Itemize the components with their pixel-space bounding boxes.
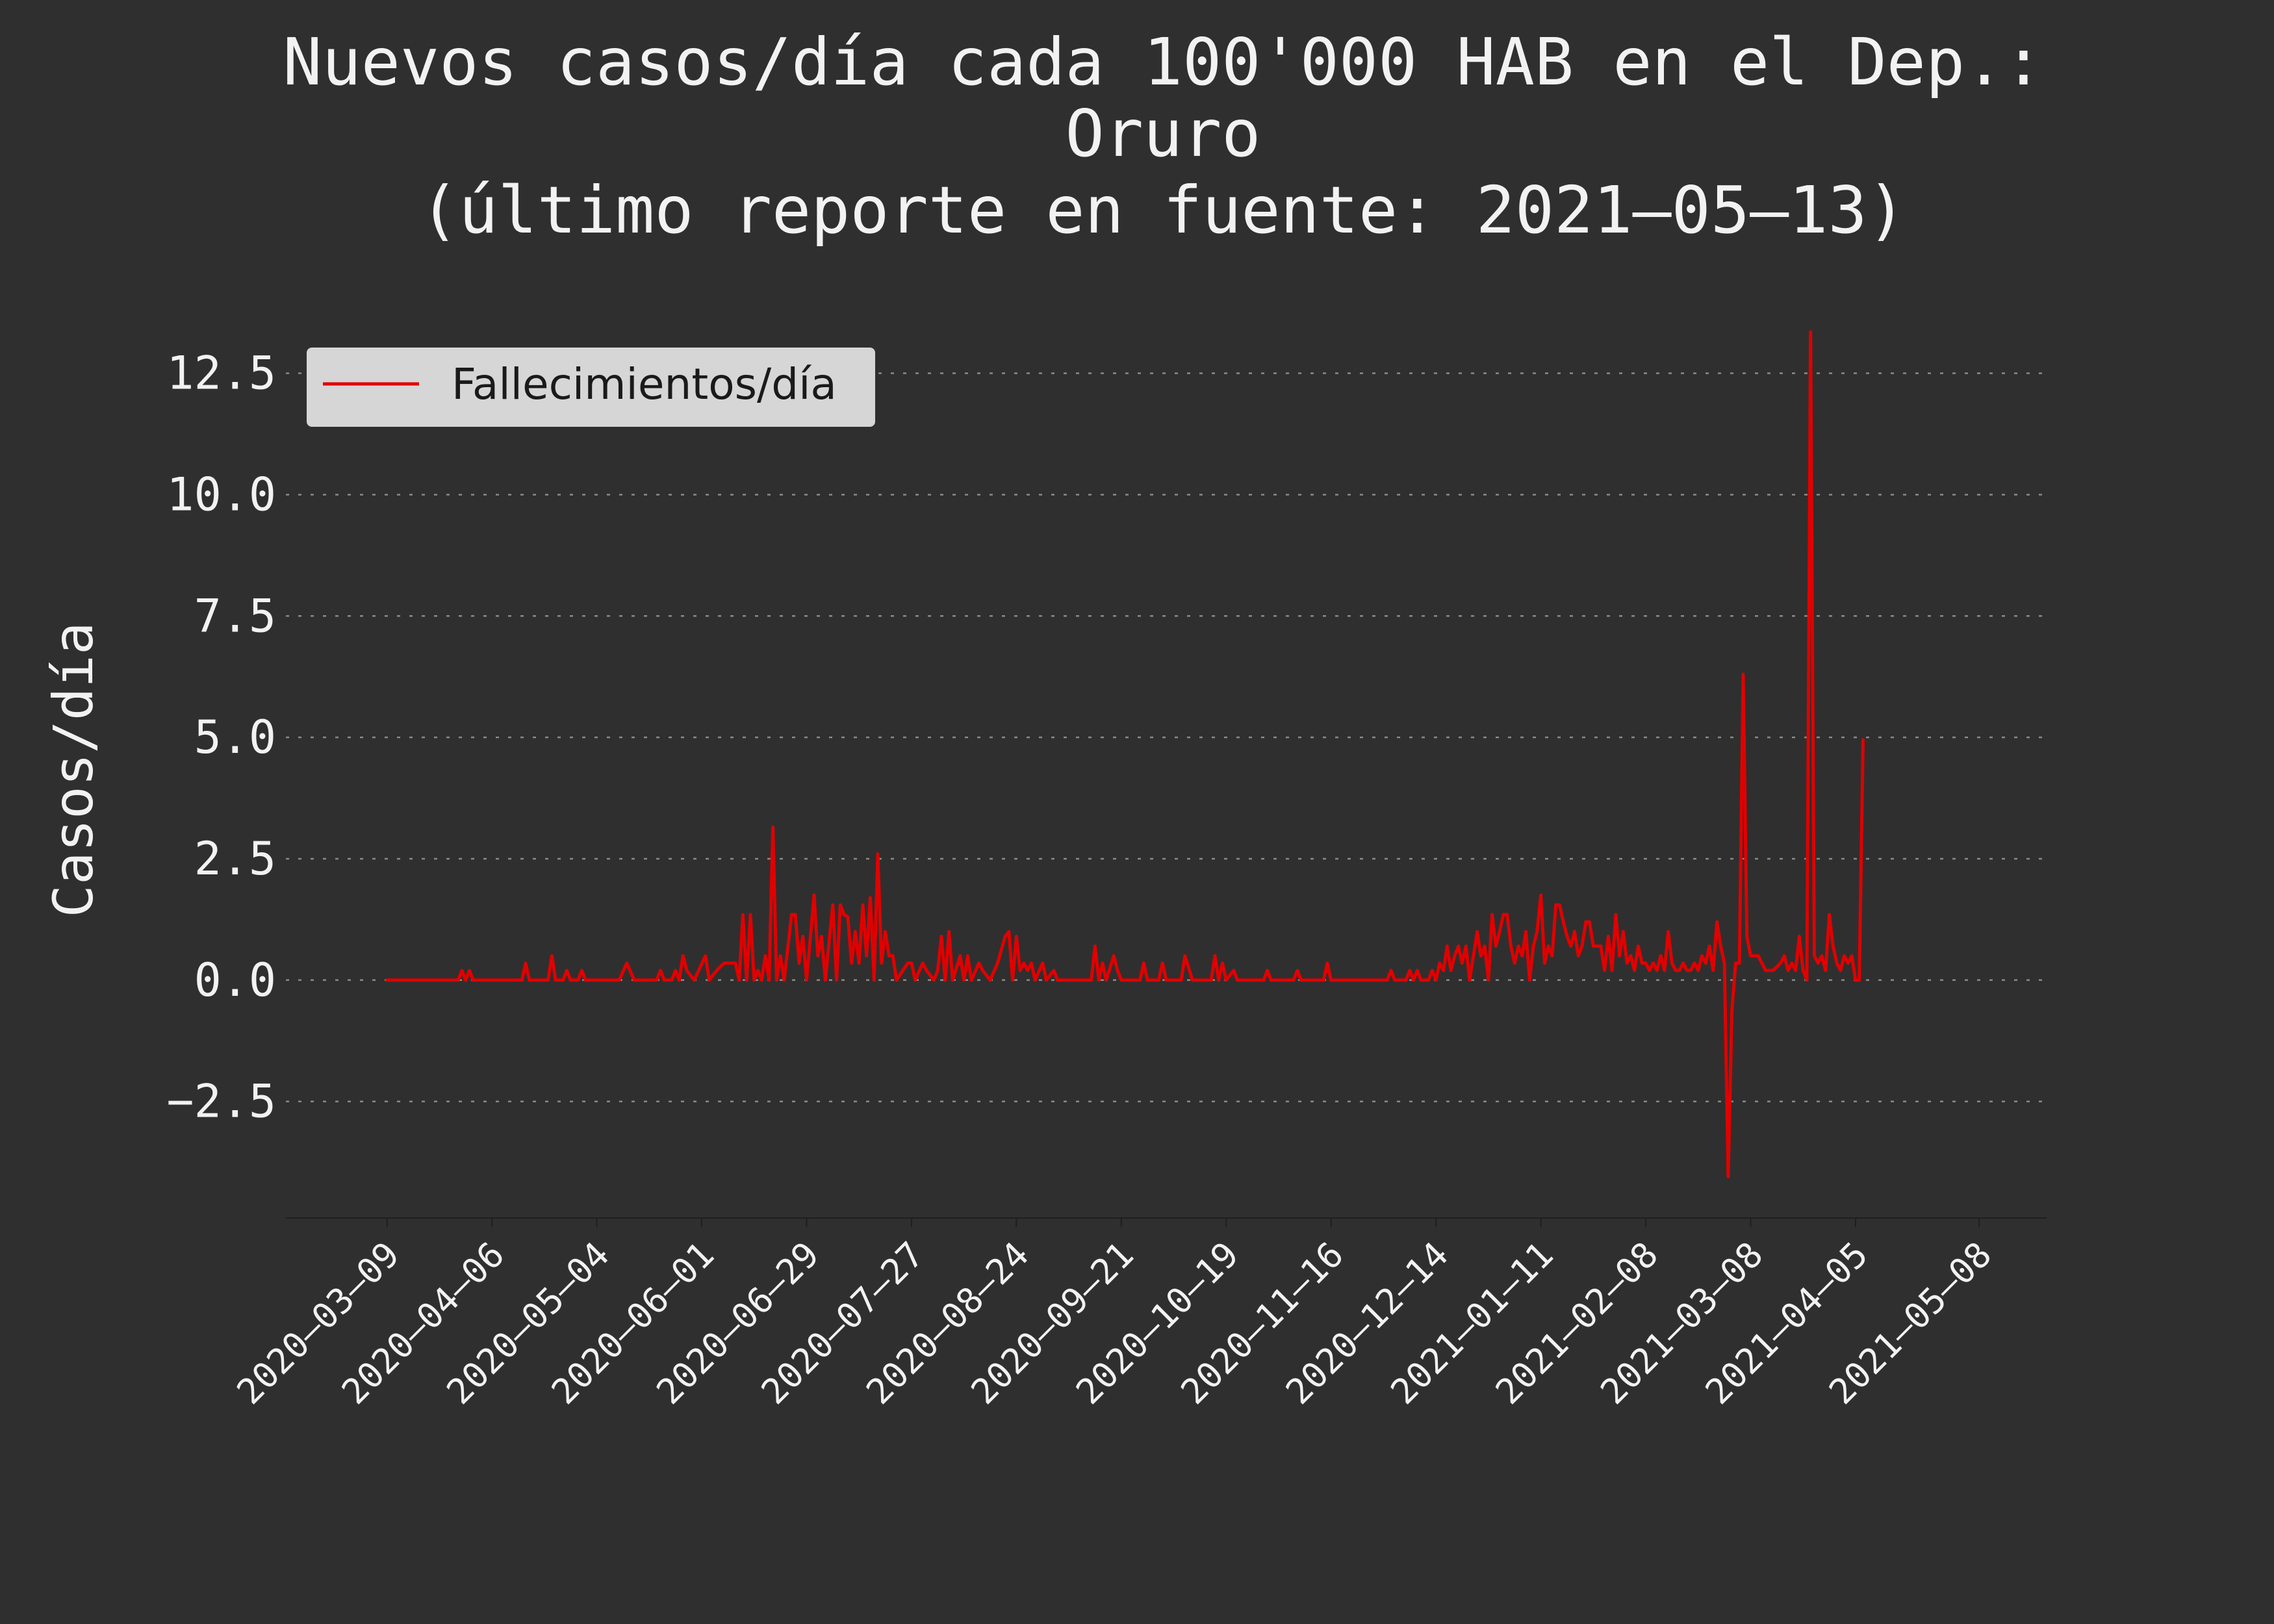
y-tick-label: 2.5 [194,832,276,885]
legend-label: Fallecimientos/día [452,359,837,409]
x-axis-ticks: 2020–03–092020–04–062020–05–042020–06–01… [229,1218,1999,1412]
series-group [385,330,1865,1178]
y-tick-label: 5.0 [194,711,276,764]
y-tick-label: 12.5 [166,347,276,400]
y-axis-label: Casos/día [42,622,105,917]
y-tick-label: 7.5 [194,589,276,642]
title-line-2: Oruro [1065,95,1260,171]
y-axis-ticks: −2.5 0.0 2.5 5.0 7.5 10.0 12.5 [166,347,276,1128]
title-line-3: (último reporte en fuente: 2021–05–13) [420,172,1906,248]
y-tick-label: 10.0 [166,468,276,521]
series-line [385,330,1865,1178]
chart-title: Nuevos casos/día cada 100'000 HAB en el … [283,24,2043,248]
grid-lines [286,372,2047,1102]
y-tick-label: −2.5 [166,1075,276,1128]
legend-box [307,348,875,427]
legend: Fallecimientos/día [307,348,875,427]
title-line-1: Nuevos casos/día cada 100'000 HAB en el … [283,24,2043,100]
y-tick-label: 0.0 [194,954,276,1007]
